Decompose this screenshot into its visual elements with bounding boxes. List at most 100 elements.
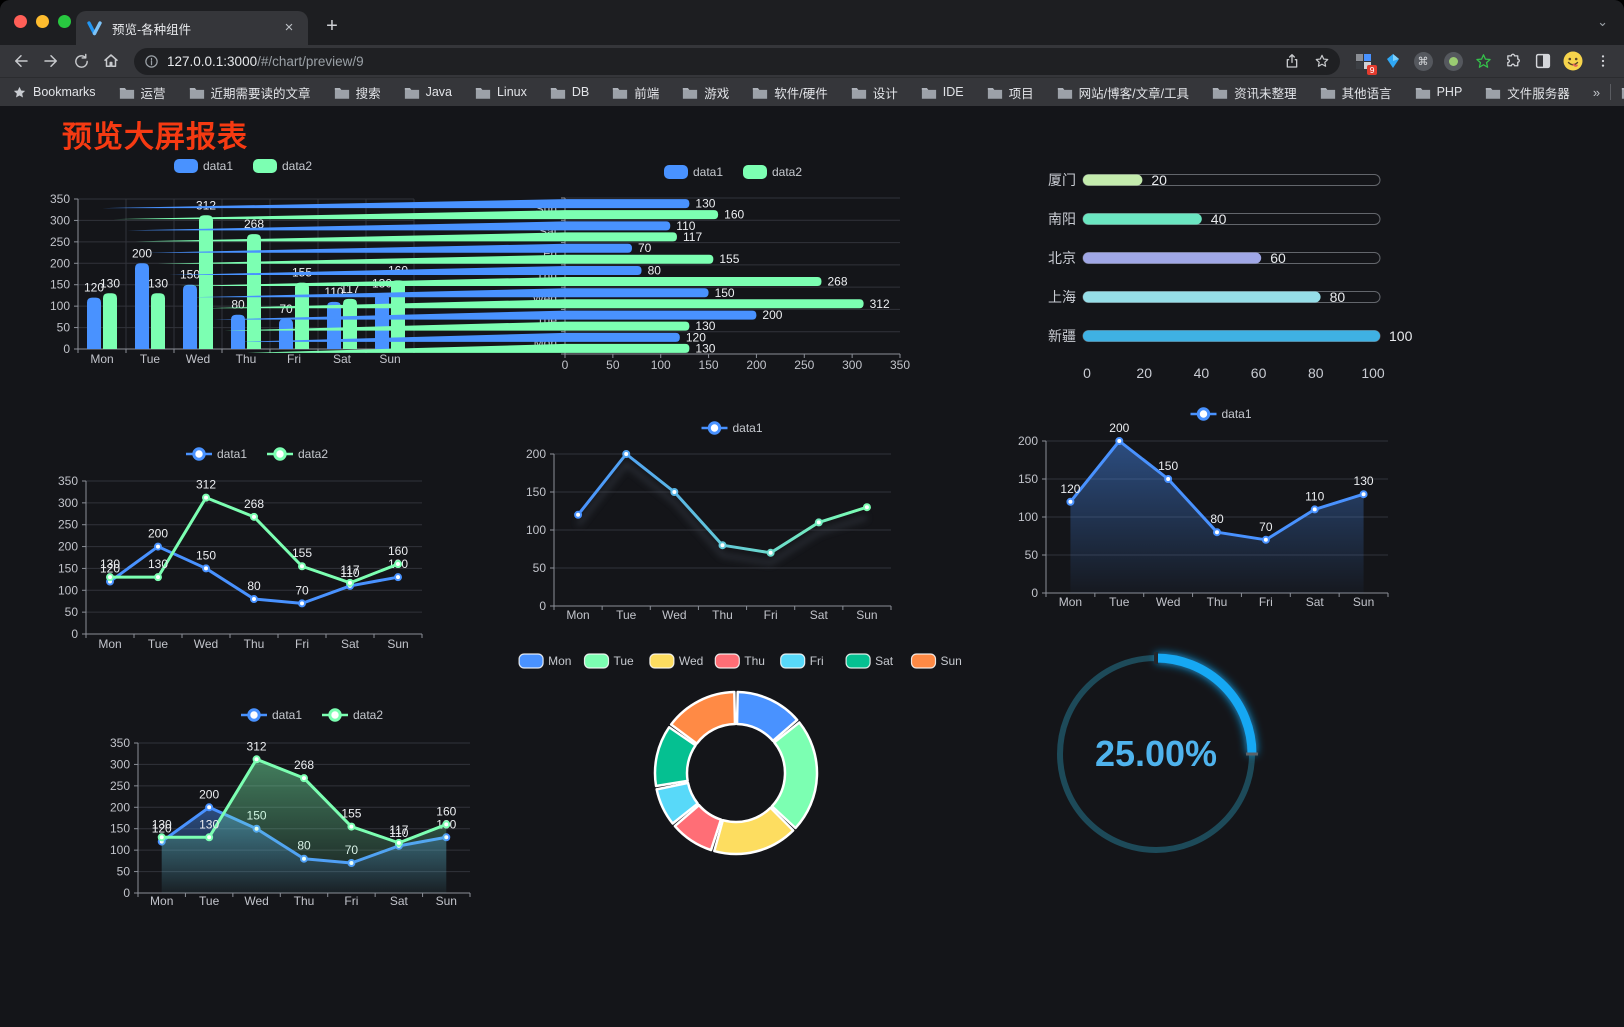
bookmarks-manager-item[interactable]: Bookmarks — [12, 85, 96, 100]
bookmark-label: DB — [571, 85, 590, 99]
legend-item-Mon[interactable]: Mon — [518, 653, 571, 669]
bookmark-folder-6[interactable]: DB — [550, 85, 589, 99]
home-button[interactable] — [98, 48, 124, 74]
bookmark-folder-1[interactable]: 运营 — [119, 83, 166, 102]
legend-item-Tue[interactable]: Tue — [583, 653, 635, 669]
extension-newtab-icon[interactable]: 9 — [1350, 48, 1377, 75]
chart-text: 200 — [50, 256, 70, 270]
point-data2-Wed — [202, 493, 210, 502]
legend-item-data2[interactable]: data2 — [253, 159, 312, 173]
bookmark-folder-17[interactable]: 文件服务器 — [1485, 83, 1570, 102]
legend-item-Thu[interactable]: Thu — [714, 653, 765, 669]
chart-text: 80 — [1308, 365, 1324, 381]
share-icon[interactable] — [1284, 53, 1300, 69]
profile-avatar[interactable] — [1560, 48, 1586, 74]
chart-text: Thu — [744, 654, 765, 668]
legend-item-data2[interactable]: data2 — [743, 165, 802, 179]
bookmark-folder-9[interactable]: 软件/硬件 — [752, 83, 828, 102]
extension-gem-icon[interactable] — [1380, 48, 1406, 74]
browser-tab[interactable]: 预览-各种组件 × — [76, 11, 308, 45]
bookmark-label: 近期需要读的文章 — [210, 86, 311, 101]
point-data1-Sat — [1310, 505, 1319, 514]
chart-text: Sat — [333, 352, 352, 366]
legend-item-data1[interactable]: data1 — [664, 165, 723, 179]
legend-area-two-series: data1 data2 — [241, 708, 383, 722]
reading-list-icon[interactable] — [1530, 48, 1556, 74]
chart-text: 60 — [1270, 250, 1286, 266]
legend-item-data2[interactable]: data2 — [322, 708, 383, 722]
legend-item-Sat[interactable]: Sat — [845, 653, 894, 669]
bookmark-folder-5[interactable]: Linux — [475, 85, 527, 99]
bookmark-folder-3[interactable]: 搜索 — [334, 83, 381, 102]
hbar-data1-Sat — [124, 221, 671, 231]
chart-text: 130 — [152, 817, 172, 831]
browser-menu-icon[interactable] — [1590, 48, 1616, 74]
chart-text: Thu — [236, 352, 257, 366]
chart-text: 130 — [100, 276, 120, 290]
legend-item-data1[interactable]: data1 — [186, 447, 247, 461]
legend-item-data2[interactable]: data2 — [267, 447, 328, 461]
bookmark-folder-8[interactable]: 游戏 — [682, 83, 729, 102]
bookmark-folder-13[interactable]: 网站/博客/文章/工具 — [1057, 83, 1189, 102]
chart-text: 117 — [340, 563, 359, 577]
back-button[interactable] — [8, 48, 34, 74]
progress-row-新疆: 新疆 100 — [1048, 328, 1413, 344]
chart-text: 150 — [699, 358, 719, 372]
extension-avatar-dot-icon[interactable] — [1440, 48, 1466, 74]
bookmark-label: Java — [425, 85, 452, 99]
site-favicon — [87, 20, 102, 35]
legend-donut: Mon Tue Wed Thu Fri Sat Sun — [518, 653, 962, 669]
bookmark-folder-4[interactable]: Java — [404, 85, 452, 99]
bookmarks-overflow-chevron[interactable]: » — [1592, 84, 1601, 100]
url-bar[interactable]: 127.0.0.1:3000/#/chart/preview/9 — [134, 47, 1340, 75]
other-bookmarks-folder[interactable]: 其他书签 — [1621, 83, 1624, 102]
bookmark-folder-15[interactable]: 其他语言 — [1320, 83, 1392, 102]
bar-data2-Mon — [103, 293, 117, 349]
bookmark-folder-7[interactable]: 前端 — [612, 83, 659, 102]
zoom-window-button[interactable] — [58, 15, 71, 28]
chart-text: 300 — [58, 496, 78, 510]
legend-item-data1[interactable]: data1 — [241, 708, 302, 722]
new-tab-button[interactable]: + — [326, 15, 338, 37]
extension-command-icon[interactable]: ⌘ — [1410, 48, 1436, 74]
point-data1-Thu — [250, 595, 258, 604]
bookmark-folder-14[interactable]: 资讯未整理 — [1212, 83, 1297, 102]
bookmark-folder-12[interactable]: 项目 — [987, 83, 1034, 102]
extensions-puzzle-icon[interactable] — [1500, 48, 1526, 74]
progress-fill — [1083, 291, 1321, 303]
bookmark-folder-11[interactable]: IDE — [921, 85, 964, 99]
legend-item-Wed[interactable]: Wed — [649, 653, 703, 669]
point-data1-Sat — [814, 518, 823, 527]
legend-item-Sun[interactable]: Sun — [910, 653, 962, 669]
chart-text: 0 — [123, 886, 130, 900]
hbar-data1-Tue — [213, 310, 757, 320]
bar-data2-Sat — [343, 298, 357, 349]
chart-text: Sat — [341, 637, 360, 651]
bookmark-folder-10[interactable]: 设计 — [851, 83, 898, 102]
legend-item-Fri[interactable]: Fri — [780, 653, 824, 669]
legend-item-data1[interactable]: data1 — [174, 159, 233, 173]
reload-button[interactable] — [68, 48, 94, 74]
forward-button[interactable] — [38, 48, 64, 74]
chart-text: 155 — [341, 807, 361, 821]
chart-text: 80 — [648, 264, 662, 278]
tab-search-chevron-icon[interactable]: ⌄ — [1597, 14, 1608, 29]
area-fill-data1 — [1070, 441, 1364, 593]
legend-item-data1[interactable]: data1 — [1190, 407, 1252, 421]
bookmark-folder-16[interactable]: PHP — [1415, 85, 1462, 99]
legend-item-data1[interactable]: data1 — [701, 421, 763, 435]
close-window-button[interactable] — [14, 15, 27, 28]
chart-text: 厦门 — [1048, 172, 1076, 188]
point-data2-Mon — [106, 573, 114, 582]
extension-green-star-icon[interactable] — [1470, 48, 1496, 74]
bookmark-star-icon[interactable] — [1314, 53, 1330, 69]
bookmark-folder-2[interactable]: 近期需要读的文章 — [189, 83, 311, 102]
chart-text: 120 — [100, 562, 120, 576]
site-info-icon[interactable] — [144, 54, 159, 69]
minimize-window-button[interactable] — [36, 15, 49, 28]
donut-slice-Sun — [669, 690, 737, 745]
chart-text: 130 — [1354, 474, 1374, 488]
chart-text: Sat — [390, 894, 409, 908]
tab-close-icon[interactable]: × — [284, 19, 294, 36]
folder-icon — [1486, 87, 1501, 99]
